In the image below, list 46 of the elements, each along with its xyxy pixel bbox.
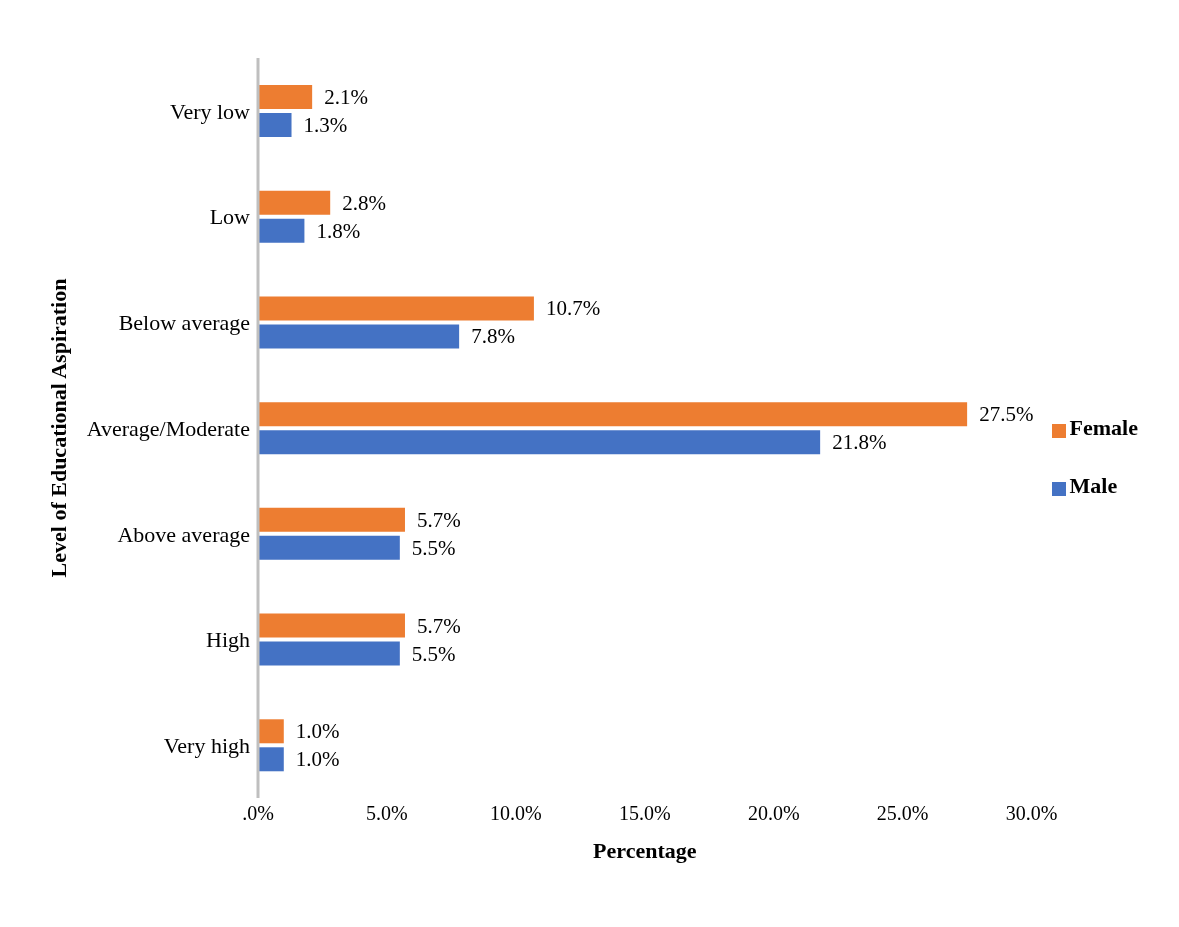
data-label: 27.5% xyxy=(979,402,1034,427)
y-tick-label: Low xyxy=(209,204,251,230)
legend-label: Male xyxy=(1069,473,1118,498)
x-tick-label: 20.0% xyxy=(747,802,800,825)
bar xyxy=(258,747,284,772)
y-tick-label: Above average xyxy=(117,521,250,547)
bar xyxy=(258,218,305,243)
x-tick-label: 25.0% xyxy=(876,802,929,825)
bar xyxy=(258,402,968,427)
data-label: 1.0% xyxy=(295,747,340,772)
bar xyxy=(258,190,331,215)
y-tick-label: Below average xyxy=(118,310,250,336)
data-label: 5.5% xyxy=(411,535,456,560)
bar xyxy=(258,535,400,560)
y-axis-title: Level of Educational Aspiration xyxy=(45,278,71,578)
data-label: 10.7% xyxy=(545,296,601,321)
x-tick-label: 5.0% xyxy=(366,802,408,825)
data-label: 1.0% xyxy=(295,719,340,744)
bar xyxy=(258,641,400,666)
data-label: 21.8% xyxy=(832,430,887,455)
bar xyxy=(258,507,405,532)
y-tick-label: Very high xyxy=(163,732,250,758)
bar xyxy=(258,430,821,455)
data-label: 5.5% xyxy=(411,641,456,666)
data-label: 2.1% xyxy=(324,85,368,109)
x-tick-label: 10.0% xyxy=(490,802,542,825)
data-label: 5.7% xyxy=(416,613,461,638)
y-tick-label: Very low xyxy=(169,98,251,124)
bar xyxy=(258,324,460,349)
bar xyxy=(258,113,292,137)
x-tick-label: 15.0% xyxy=(618,802,671,825)
x-tick-label: .0% xyxy=(242,802,274,825)
data-label: 1.8% xyxy=(316,218,361,243)
bar xyxy=(258,613,405,638)
x-tick-label: 30.0% xyxy=(1005,802,1058,825)
y-tick-label: High xyxy=(206,627,250,653)
bar xyxy=(258,85,313,109)
y-tick-label: Average/Moderate xyxy=(86,415,250,441)
data-label: 1.3% xyxy=(303,113,348,137)
legend-label: Female xyxy=(1069,415,1138,440)
data-label: 5.7% xyxy=(416,507,461,532)
data-label: 2.8% xyxy=(342,190,386,215)
bar xyxy=(258,296,534,321)
x-axis-title: Percentage xyxy=(593,838,697,863)
bar xyxy=(258,719,284,744)
data-label: 7.8% xyxy=(471,324,515,349)
